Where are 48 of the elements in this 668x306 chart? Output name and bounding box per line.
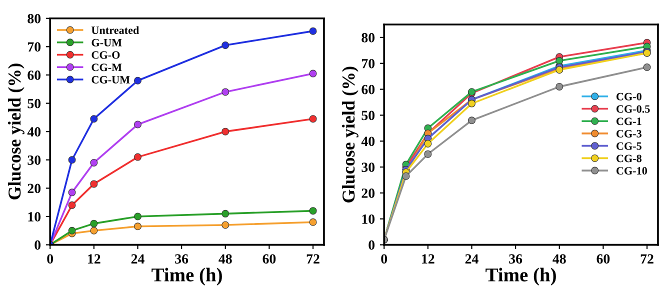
y-tick-label: 80 <box>362 33 375 42</box>
x-tick-label: 0 <box>381 254 388 264</box>
legend-label: Untreated <box>91 26 140 34</box>
x-axis-title: Time (h) <box>486 268 556 286</box>
y-tick-label: 30 <box>28 155 41 165</box>
y-axis-title: Glucose yield (%) <box>342 66 358 202</box>
x-tick-label: 48 <box>552 254 566 264</box>
y-tick-label: 40 <box>361 136 375 146</box>
x-tick-label: 72 <box>306 254 320 264</box>
x-tick-label: 24 <box>131 254 144 264</box>
y-tick-label: 50 <box>362 110 375 120</box>
y-tick-label: 40 <box>27 127 41 137</box>
legend-label: CG-0.5 <box>616 105 650 113</box>
y-tick-label: 20 <box>362 188 375 198</box>
x-tick-label: 36 <box>509 254 522 264</box>
x-tick-label: 72 <box>640 254 654 264</box>
y-axis-title: Glucose yield (%) <box>8 64 24 200</box>
x-axis-title: Time (h) <box>152 268 222 286</box>
y-tick-label: 60 <box>362 84 375 94</box>
y-tick-label: 20 <box>28 184 41 194</box>
x-tick-label: 12 <box>88 254 100 264</box>
legend-label: CG-M <box>92 64 122 72</box>
y-tick-label: 70 <box>362 58 375 68</box>
y-tick-label: 70 <box>28 42 41 52</box>
y-tick-label: 0 <box>34 240 41 250</box>
y-tick-label: 10 <box>28 212 41 222</box>
x-tick-label: 60 <box>596 254 610 264</box>
y-tick-label: 0 <box>368 240 375 250</box>
y-tick-label: 30 <box>362 162 375 172</box>
legend-label: CG-10 <box>616 167 647 175</box>
x-tick-label: 36 <box>175 254 188 264</box>
y-tick-label: 10 <box>362 214 375 224</box>
y-tick-label: 50 <box>28 98 41 108</box>
x-tick-label: 48 <box>218 254 232 264</box>
legend-label: CG-3 <box>616 130 642 138</box>
legend-label: CG-0 <box>616 92 642 100</box>
x-tick-label: 0 <box>47 254 54 264</box>
x-tick-label: 24 <box>465 254 478 264</box>
legend-label: CG-UM <box>92 76 130 84</box>
x-tick-label: 60 <box>262 254 276 264</box>
legend-label: CG-8 <box>616 154 642 162</box>
legend-label: G-UM <box>92 38 122 46</box>
legend-label: CG-5 <box>616 142 642 150</box>
x-tick-label: 12 <box>422 254 434 264</box>
y-tick-label: 60 <box>28 70 41 80</box>
y-tick-label: 80 <box>28 14 41 24</box>
legend-label: CG-O <box>92 51 120 59</box>
legend-label: CG-1 <box>616 118 642 126</box>
